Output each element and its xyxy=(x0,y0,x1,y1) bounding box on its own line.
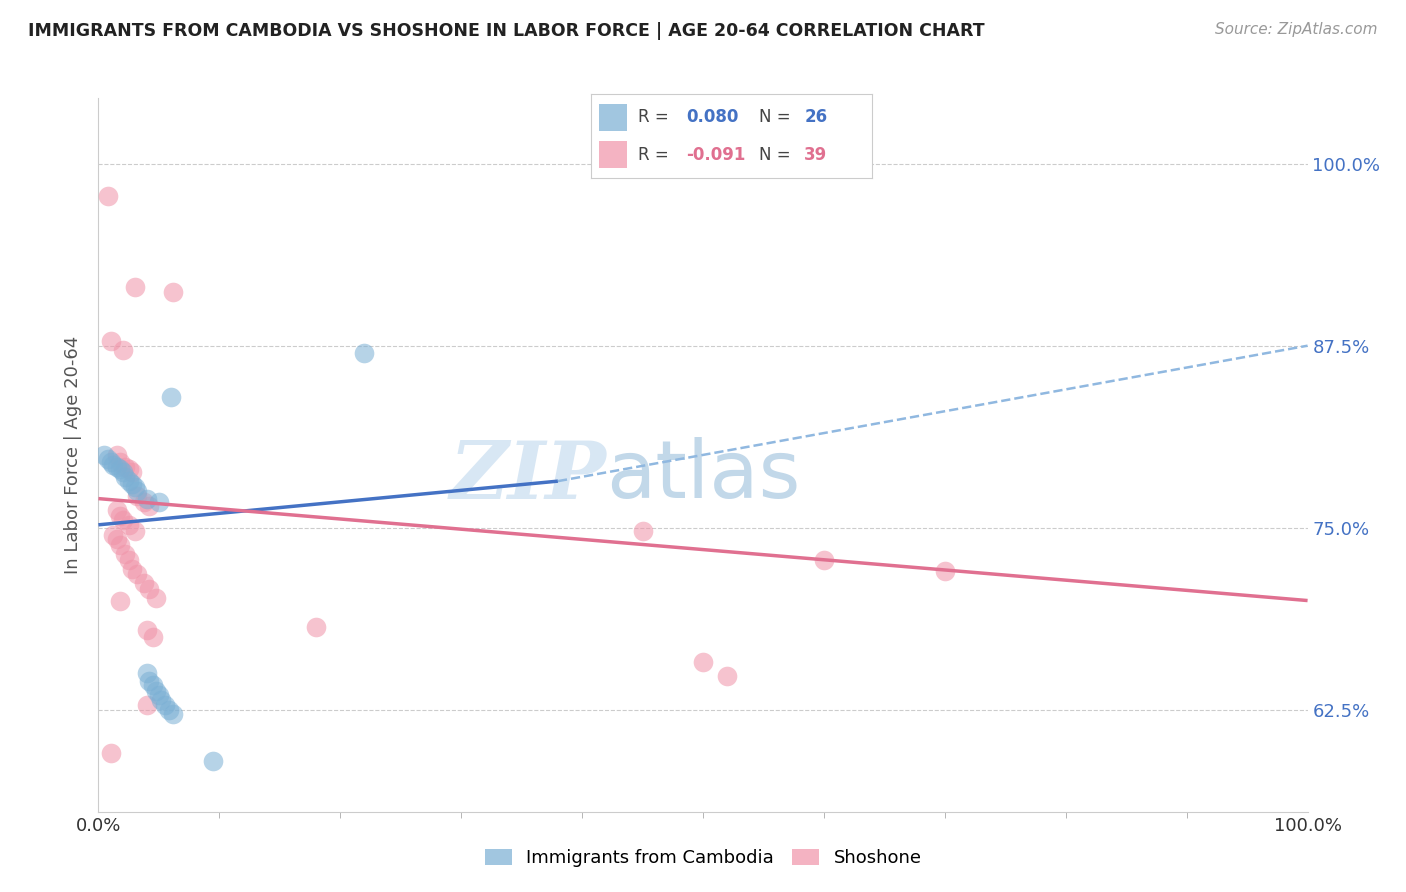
Bar xyxy=(599,141,627,169)
Text: atlas: atlas xyxy=(606,437,800,516)
Point xyxy=(108,462,131,476)
Point xyxy=(100,747,122,761)
Text: 39: 39 xyxy=(804,145,828,163)
Point xyxy=(162,285,184,299)
Point xyxy=(145,683,167,698)
Point xyxy=(121,477,143,491)
Point xyxy=(114,459,136,474)
Point xyxy=(813,553,835,567)
Text: 26: 26 xyxy=(804,109,827,127)
Point xyxy=(121,466,143,480)
Point xyxy=(153,698,176,713)
Point xyxy=(148,688,170,702)
Point xyxy=(114,547,136,561)
Point xyxy=(121,561,143,575)
Text: R =: R = xyxy=(638,109,669,127)
Point xyxy=(127,567,149,582)
Point xyxy=(100,334,122,349)
Point xyxy=(127,484,149,499)
Point xyxy=(142,678,165,692)
Point xyxy=(108,538,131,552)
Point xyxy=(160,390,183,404)
Point xyxy=(934,565,956,579)
Point xyxy=(105,533,128,547)
Point xyxy=(97,452,120,467)
Point xyxy=(150,692,173,706)
Point xyxy=(157,703,180,717)
Point xyxy=(101,458,124,472)
Point xyxy=(111,466,134,480)
Point xyxy=(202,754,225,768)
Point xyxy=(305,620,328,634)
Text: R =: R = xyxy=(638,145,669,163)
Point xyxy=(118,553,141,567)
Point xyxy=(138,582,160,596)
Point xyxy=(97,188,120,202)
Point xyxy=(135,623,157,637)
Point xyxy=(135,491,157,506)
Point xyxy=(105,503,128,517)
Text: IMMIGRANTS FROM CAMBODIA VS SHOSHONE IN LABOR FORCE | AGE 20-64 CORRELATION CHAR: IMMIGRANTS FROM CAMBODIA VS SHOSHONE IN … xyxy=(28,22,984,40)
Point xyxy=(108,455,131,469)
Point xyxy=(118,474,141,488)
Point xyxy=(138,673,160,688)
Point xyxy=(142,630,165,644)
Point xyxy=(716,669,738,683)
Point xyxy=(108,593,131,607)
Point xyxy=(138,499,160,513)
Point xyxy=(148,494,170,508)
Text: -0.091: -0.091 xyxy=(686,145,745,163)
Point xyxy=(124,524,146,538)
Point xyxy=(134,576,156,591)
Point xyxy=(135,666,157,681)
Point xyxy=(114,469,136,483)
Point xyxy=(631,524,654,538)
Point xyxy=(124,480,146,494)
Bar xyxy=(599,103,627,131)
Point xyxy=(145,591,167,605)
Text: ZIP: ZIP xyxy=(450,438,606,515)
Text: Source: ZipAtlas.com: Source: ZipAtlas.com xyxy=(1215,22,1378,37)
Point xyxy=(692,655,714,669)
Y-axis label: In Labor Force | Age 20-64: In Labor Force | Age 20-64 xyxy=(65,335,83,574)
Point xyxy=(118,462,141,476)
Point xyxy=(101,528,124,542)
Point xyxy=(118,517,141,532)
Point xyxy=(127,489,149,503)
Point xyxy=(124,280,146,294)
Point xyxy=(111,513,134,527)
Legend: Immigrants from Cambodia, Shoshone: Immigrants from Cambodia, Shoshone xyxy=(478,841,928,874)
Point xyxy=(100,455,122,469)
Text: 0.080: 0.080 xyxy=(686,109,738,127)
Point xyxy=(353,346,375,360)
Point xyxy=(105,448,128,462)
Text: N =: N = xyxy=(759,109,790,127)
Point xyxy=(111,343,134,357)
Point xyxy=(105,459,128,474)
Text: N =: N = xyxy=(759,145,790,163)
Point xyxy=(162,707,184,722)
Point xyxy=(135,698,157,713)
Point xyxy=(93,448,115,462)
Point xyxy=(108,509,131,524)
Point xyxy=(134,494,156,508)
